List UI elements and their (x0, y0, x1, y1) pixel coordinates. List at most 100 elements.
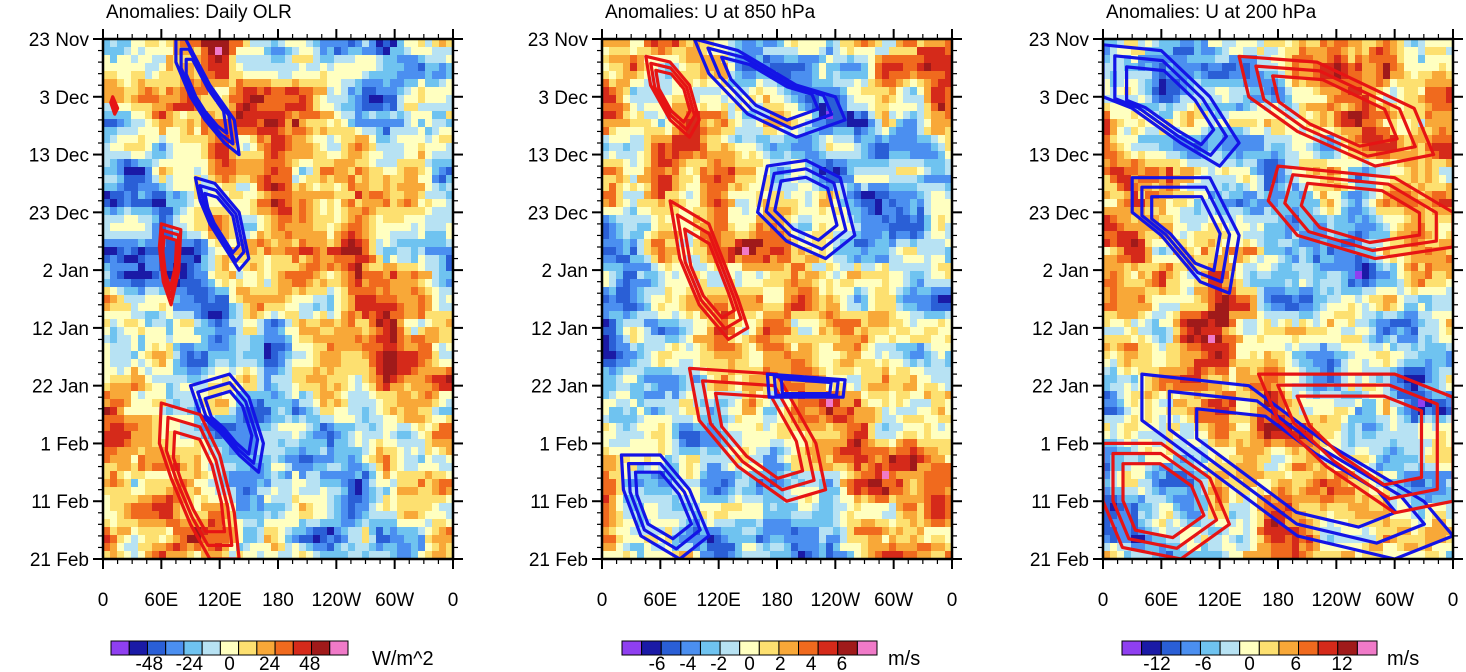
y-tick-label: 21 Feb (1030, 550, 1089, 571)
y-tick-label: 21 Feb (30, 550, 89, 571)
x-tick-label: 0 (1098, 590, 1109, 611)
red-contour-3-1 (1266, 164, 1453, 261)
colorbar: -6 -4 -2 0 2 4 6 m/s (621, 640, 920, 672)
colorbar-swatch (183, 640, 203, 656)
colorbar-swatch (1121, 640, 1143, 656)
y-tick-label: 11 Feb (530, 492, 588, 513)
colorbar-swatch (739, 640, 760, 656)
colorbar-swatch (699, 640, 721, 656)
blue-contour-4-1 (1130, 176, 1241, 295)
colorbar-swatch (660, 640, 682, 656)
colorbar-swatch (110, 640, 130, 656)
x-tick-label: 120E (1197, 590, 1241, 611)
blue-contour-6-1 (619, 453, 711, 559)
panel-title: Anomalies: Daily OLR (106, 2, 292, 23)
panel-title: Anomalies: U at 850 hPa (605, 2, 816, 23)
red-contour-7-2 (1276, 383, 1439, 501)
colorbar-swatch (1317, 640, 1339, 656)
colorbar: -48 -24 0 24 48 W/m^2 (110, 640, 434, 672)
blue-contour-7-1 (765, 372, 847, 399)
y-tick-label: 23 Dec (1029, 203, 1089, 224)
x-tick-label: 0 (1448, 590, 1459, 611)
x-tick-label: 0 (448, 590, 459, 611)
red-contour-4-2 (159, 228, 181, 299)
colorbar-swatch (256, 640, 276, 656)
red-contour-3-3 (1299, 181, 1422, 245)
colorbar-units: m/s (1387, 648, 1419, 670)
y-tick-label: 22 Jan (531, 377, 588, 398)
colorbar-swatch (1141, 640, 1162, 656)
x-tick-label: 180 (761, 590, 793, 611)
blue-contour-7-2 (772, 374, 840, 397)
red-contour-1-1 (644, 54, 701, 139)
colorbar-swatch (1219, 640, 1241, 656)
colorbar: -12 -6 0 6 12 m/s (1121, 640, 1419, 672)
blue-contour-1-2 (179, 47, 235, 146)
colorbar-swatch (837, 640, 858, 656)
colorbar-swatch (1337, 640, 1358, 656)
colorbar-swatch (311, 640, 331, 656)
colorbar-swatch (1239, 640, 1260, 656)
blue-contour-2-2 (198, 184, 246, 263)
y-tick-label: 2 Jan (542, 261, 588, 282)
y-tick-label: 3 Dec (1039, 88, 1089, 109)
colorbar-swatch (641, 640, 662, 656)
y-tick-label: 23 Nov (29, 30, 90, 51)
colorbar-label: 6 (1290, 654, 1301, 672)
y-tick-label: 11 Feb (31, 492, 89, 513)
x-tick-label: 120W (1312, 590, 1362, 611)
blue-contour-5-3 (1195, 407, 1398, 529)
red-contour-6-1 (1103, 441, 1232, 559)
x-tick-label: 180 (1262, 590, 1294, 611)
colorbar-swatch (817, 640, 839, 656)
red-contour-5-3 (713, 391, 805, 480)
blue-contour-5-1 (1140, 372, 1453, 559)
blue-contour-1-3 (1124, 65, 1216, 147)
red-contour-2-2 (1254, 64, 1417, 158)
red-contour-5-1 (687, 366, 828, 503)
colorbar-swatch (1298, 640, 1319, 656)
y-tick-label: 1 Feb (539, 434, 588, 455)
colorbar-swatch (1356, 640, 1378, 656)
y-tick-label: 21 Feb (529, 550, 588, 571)
blue-contour-5-2 (1167, 389, 1427, 545)
red-contour-4-1 (157, 222, 183, 307)
x-tick-label: 180 (262, 590, 294, 611)
red-contour-7-3 (1295, 394, 1424, 487)
y-tick-label: 13 Dec (29, 146, 89, 167)
y-tick-label: 2 Jan (1043, 261, 1089, 282)
colorbar-swatch (219, 640, 240, 656)
panel-2: Anomalies: U at 850 hPa 23 Nov 3 Dec 13 Dec… (528, 2, 962, 672)
y-tick-label: 23 Nov (528, 30, 589, 51)
y-tick-label: 23 Dec (528, 203, 588, 224)
y-tick-label: 1 Feb (1040, 434, 1089, 455)
blue-contour-3-3 (203, 389, 254, 456)
blue-contour-2-1 (193, 176, 251, 272)
colorbar-label: -4 (679, 654, 696, 672)
colorbar-swatch (758, 640, 780, 656)
red-contour-1-2 (649, 61, 697, 132)
red-contour-6-3 (110, 98, 118, 113)
blue-contour-3-2 (764, 167, 848, 251)
colorbar-label: -6 (1195, 654, 1212, 672)
colorbar-swatch (329, 640, 349, 656)
y-tick-label: 22 Jan (1032, 377, 1089, 398)
x-tick-label: 0 (947, 590, 958, 611)
colorbar-swatch (1180, 640, 1201, 656)
colorbar-label: -24 (176, 654, 204, 672)
x-tick-label: 60E (643, 590, 677, 611)
red-contour-4-2 (675, 213, 743, 331)
blue-contour-1-3 (184, 57, 229, 135)
colorbar-swatch (1258, 640, 1280, 656)
colorbar-swatch (680, 640, 701, 656)
blue-contour-6-3 (633, 470, 694, 541)
x-tick-label: 60W (375, 590, 414, 611)
x-tick-label: 60W (874, 590, 913, 611)
colorbar-label: 0 (744, 654, 755, 672)
panel-title: Anomalies: U at 200 hPa (1106, 2, 1317, 23)
colorbar-units: W/m^2 (372, 648, 434, 670)
colorbar-swatch (128, 640, 148, 656)
y-tick-label: 13 Dec (528, 146, 588, 167)
colorbar-swatch (1160, 640, 1182, 656)
panel-1: Anomalies: Daily OLR 23 Nov 3 Dec 13 Dec 23 … (29, 2, 463, 672)
